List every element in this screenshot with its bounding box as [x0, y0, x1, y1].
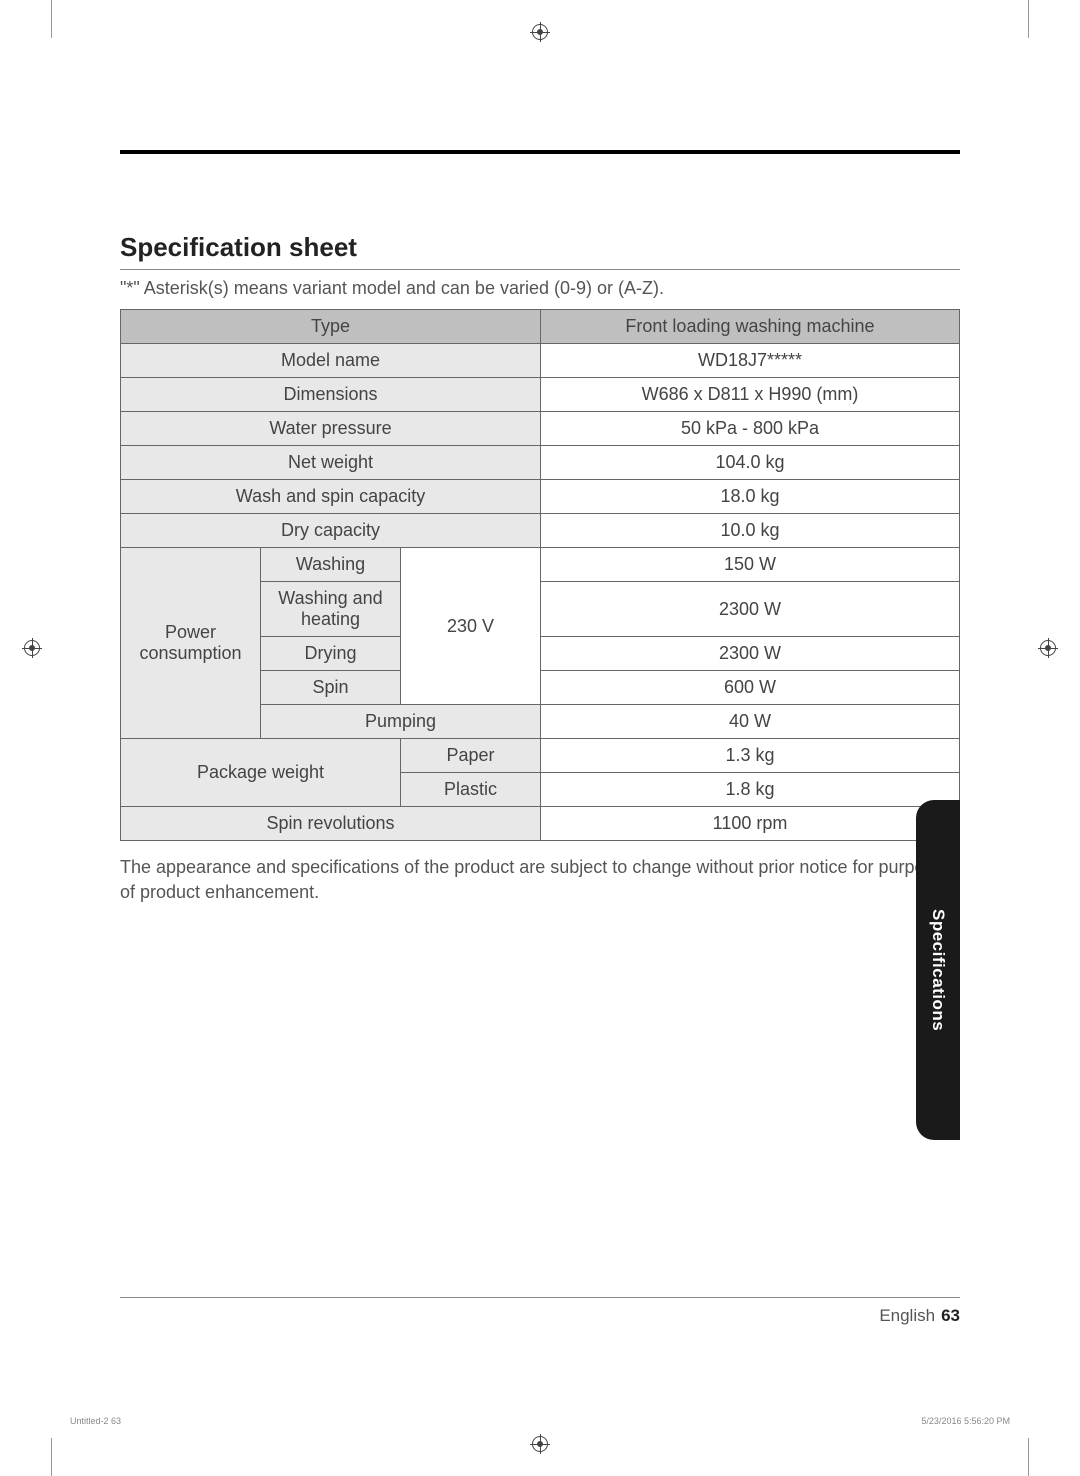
package-label: Package weight	[121, 739, 401, 807]
row-label: Dimensions	[121, 378, 541, 412]
row-value: 18.0 kg	[541, 480, 960, 514]
page-number: 63	[941, 1306, 960, 1326]
pumping-name: Pumping	[261, 705, 541, 739]
table-row: Water pressure 50 kPa - 800 kPa	[121, 412, 960, 446]
registration-mark-icon	[532, 1436, 548, 1452]
crop-mark	[1028, 0, 1029, 38]
table-row: Power consumption Washing 230 V 150 W	[121, 548, 960, 582]
page-footer: English 63	[120, 1297, 960, 1326]
header-label: Type	[121, 310, 541, 344]
registration-mark-icon	[532, 24, 548, 40]
row-label: Net weight	[121, 446, 541, 480]
row-value: 50 kPa - 800 kPa	[541, 412, 960, 446]
footer-note: The appearance and specifications of the…	[120, 855, 960, 905]
spin-rev-value: 1100 rpm	[541, 807, 960, 841]
power-item-name: Spin	[261, 671, 401, 705]
power-item-value: 2300 W	[541, 582, 960, 637]
registration-mark-icon	[24, 640, 40, 656]
crop-mark	[1028, 1438, 1029, 1476]
top-rule	[120, 150, 960, 154]
row-label: Dry capacity	[121, 514, 541, 548]
table-row: Model name WD18J7*****	[121, 344, 960, 378]
row-value: WD18J7*****	[541, 344, 960, 378]
table-row: Net weight 104.0 kg	[121, 446, 960, 480]
section-tab-label: Specifications	[928, 909, 948, 1031]
registration-mark-icon	[1040, 640, 1056, 656]
table-row: Dry capacity 10.0 kg	[121, 514, 960, 548]
power-item-value: 150 W	[541, 548, 960, 582]
package-item-name: Plastic	[401, 773, 541, 807]
table-row: Package weight Paper 1.3 kg	[121, 739, 960, 773]
power-item-value: 2300 W	[541, 637, 960, 671]
language-label: English	[879, 1306, 935, 1326]
spin-rev-label: Spin revolutions	[121, 807, 541, 841]
power-label: Power consumption	[121, 548, 261, 739]
package-item-value: 1.3 kg	[541, 739, 960, 773]
table-row: Spin revolutions 1100 rpm	[121, 807, 960, 841]
crop-mark	[51, 0, 52, 38]
header-value: Front loading washing machine	[541, 310, 960, 344]
page-content: Specification sheet "*" Asterisk(s) mean…	[120, 150, 960, 905]
package-item-value: 1.8 kg	[541, 773, 960, 807]
asterisk-note: "*" Asterisk(s) means variant model and …	[120, 278, 960, 299]
row-value: 10.0 kg	[541, 514, 960, 548]
specification-table: Type Front loading washing machine Model…	[120, 309, 960, 841]
section-tab: Specifications	[916, 800, 960, 1140]
power-item-value: 600 W	[541, 671, 960, 705]
package-item-name: Paper	[401, 739, 541, 773]
row-label: Wash and spin capacity	[121, 480, 541, 514]
row-label: Water pressure	[121, 412, 541, 446]
table-row: Type Front loading washing machine	[121, 310, 960, 344]
row-value: W686 x D811 x H990 (mm)	[541, 378, 960, 412]
print-meta-left: Untitled-2 63	[70, 1416, 121, 1426]
table-row: Wash and spin capacity 18.0 kg	[121, 480, 960, 514]
crop-mark	[51, 1438, 52, 1476]
row-label: Model name	[121, 344, 541, 378]
print-meta-right: 5/23/2016 5:56:20 PM	[921, 1416, 1010, 1426]
power-item-name: Washing	[261, 548, 401, 582]
power-item-name: Washing and heating	[261, 582, 401, 637]
pumping-value: 40 W	[541, 705, 960, 739]
power-voltage: 230 V	[401, 548, 541, 705]
power-item-name: Drying	[261, 637, 401, 671]
table-row: Dimensions W686 x D811 x H990 (mm)	[121, 378, 960, 412]
row-value: 104.0 kg	[541, 446, 960, 480]
section-title: Specification sheet	[120, 232, 960, 270]
